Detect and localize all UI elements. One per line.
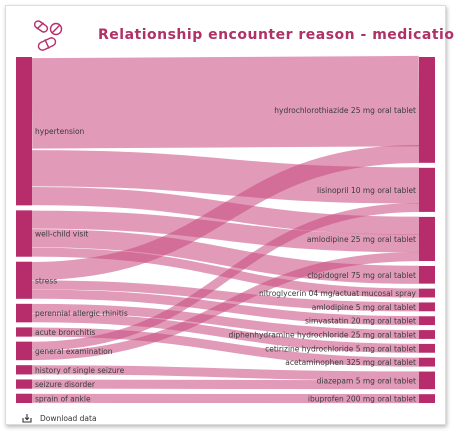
target-node (419, 302, 435, 312)
source-node (16, 327, 32, 337)
target-node (419, 343, 435, 353)
target-node (419, 330, 435, 339)
target-node-label: nitroglycerin 04 mg/actuat mucosal spray (259, 289, 417, 298)
target-node (419, 288, 435, 298)
sankey-link (31, 229, 420, 284)
target-node-label: hydrochlorothiazide 25 mg oral tablet (274, 106, 416, 115)
target-node (419, 266, 435, 284)
target-node-label: diazepam 5 mg oral tablet (317, 376, 416, 385)
target-node (419, 216, 435, 261)
target-node (419, 316, 435, 326)
download-data-label: Download data (40, 413, 97, 423)
source-node-label: stress (35, 276, 57, 285)
sankey-nodes (16, 57, 435, 403)
target-node (419, 394, 435, 403)
sankey-link (31, 150, 420, 204)
sankey-link (31, 313, 420, 353)
target-node-label: cetirizine hydrochloride 5 mg oral table… (265, 344, 416, 353)
pills-icon (33, 20, 63, 51)
target-node-label: acetaminophen 325 mg oral tablet (285, 358, 416, 367)
target-node (419, 167, 435, 212)
source-node-label: general examination (35, 347, 113, 356)
source-node (16, 341, 32, 361)
target-node-label: simvastatin 20 mg oral tablet (305, 317, 416, 326)
source-node-label: sprain of ankle (35, 394, 91, 403)
target-node-label: diphenhydramine hydrochloride 25 mg oral… (229, 331, 417, 340)
source-node-label: perennial allergic rhinitis (35, 309, 128, 318)
sankey-link (31, 327, 420, 367)
sankey-link (31, 379, 420, 390)
source-node-label: hypertension (35, 127, 85, 136)
source-node-label: acute bronchitis (35, 328, 95, 337)
source-node-label: seizure disorder (35, 380, 96, 389)
target-node-label: ibuprofen 200 mg oral tablet (308, 395, 416, 404)
target-node-label: lisinopril 10 mg oral tablet (317, 186, 416, 195)
source-node-label: history of single seizure (35, 366, 125, 375)
sankey-link (31, 365, 420, 381)
download-data-button[interactable]: Download data (22, 412, 97, 424)
target-node (419, 357, 435, 367)
sankey-link (31, 252, 420, 361)
sankey-chart: hypertension well-child visit stress perenn… (16, 55, 435, 404)
source-node-label: well-child visit (35, 230, 88, 239)
sankey-link (31, 144, 420, 281)
chart-card: Relationship encounter reason - medicati… (5, 5, 455, 425)
source-node (16, 365, 32, 375)
source-node (16, 393, 32, 403)
source-node (16, 210, 32, 257)
sankey-link (31, 210, 420, 253)
sankey-labels: hypertension well-child visit stress perenn… (35, 106, 417, 404)
target-node-label: amlodipine 25 mg oral tablet (307, 235, 416, 244)
target-node (419, 57, 435, 163)
chart-title: Relationship encounter reason - medicati… (98, 27, 455, 43)
sankey-link (31, 55, 420, 149)
source-node (16, 379, 32, 389)
source-node (16, 261, 32, 299)
target-node-label: clopidogrel 75 mg oral tablet (307, 271, 416, 280)
sankey-link (31, 280, 420, 312)
target-node-label: amlodipine 5 mg oral tablet (312, 303, 416, 312)
sankey-links (31, 55, 420, 404)
sankey-link (31, 202, 420, 351)
source-node (16, 303, 32, 323)
download-icon (22, 414, 32, 423)
target-node (419, 371, 435, 390)
sankey-link (31, 303, 420, 340)
source-node (16, 57, 32, 206)
